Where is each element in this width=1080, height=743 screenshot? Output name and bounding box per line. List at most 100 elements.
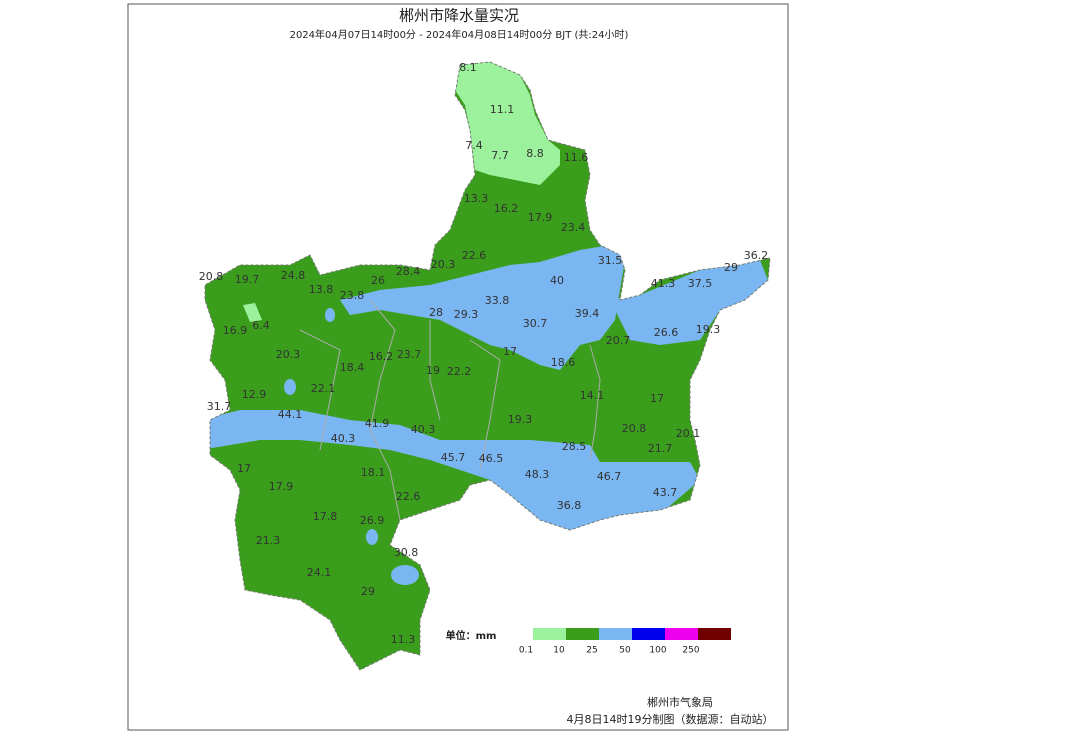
station-value: 6.4	[252, 319, 270, 332]
station-value: 16.9	[223, 324, 248, 337]
station-value: 14.1	[580, 389, 605, 402]
station-value: 22.2	[447, 365, 472, 378]
station-value: 11.1	[490, 103, 515, 116]
legend-swatch	[632, 628, 665, 640]
precip-map	[205, 62, 770, 670]
station-value: 48.3	[525, 468, 550, 481]
station-value: 18.6	[551, 356, 576, 369]
footer-note: 4月8日14时19分制图（数据源：自动站）	[567, 712, 774, 726]
station-value: 29	[724, 261, 738, 274]
legend-tick-label: 100	[649, 646, 666, 656]
station-value: 21.7	[648, 442, 673, 455]
legend-swatch	[698, 628, 731, 640]
station-value: 16.2	[494, 202, 519, 215]
station-value: 17	[650, 392, 664, 405]
station-value: 22.1	[311, 382, 336, 395]
station-value: 37.5	[688, 277, 713, 290]
station-value: 33.8	[485, 294, 510, 307]
legend-unit: 单位：mm	[446, 629, 497, 642]
station-value: 22.6	[396, 490, 421, 503]
station-value: 13.3	[464, 192, 489, 205]
station-value: 23.4	[561, 221, 586, 234]
station-value: 20.7	[606, 334, 631, 347]
station-value: 11.3	[391, 633, 416, 646]
station-value: 43.7	[653, 486, 678, 499]
station-value: 23.7	[397, 348, 422, 361]
station-value: 19.3	[508, 413, 533, 426]
station-value: 29.3	[454, 308, 479, 321]
blue-area	[340, 245, 625, 370]
station-value: 16.2	[369, 350, 394, 363]
station-value: 36.2	[744, 249, 769, 262]
legend-tick-label: 25	[586, 646, 597, 656]
station-value: 44.1	[278, 408, 303, 421]
station-value: 20.3	[276, 348, 301, 361]
station-value: 40.3	[411, 423, 436, 436]
station-value: 17	[237, 462, 251, 475]
station-value: 7.7	[491, 149, 509, 162]
station-value: 40.3	[331, 432, 356, 445]
station-value: 26.9	[360, 514, 385, 527]
station-value: 8.8	[526, 147, 544, 160]
station-value: 13.8	[309, 283, 334, 296]
legend-swatch	[533, 628, 566, 640]
legend-swatch	[566, 628, 599, 640]
station-value: 40	[550, 274, 564, 287]
station-value: 11.6	[564, 151, 589, 164]
station-value: 23.8	[340, 289, 365, 302]
station-value: 26.6	[654, 326, 679, 339]
station-value: 22.6	[462, 249, 487, 262]
blue-area	[366, 529, 378, 545]
station-value: 41.9	[365, 417, 390, 430]
county-outline	[204, 61, 771, 671]
station-value: 20.3	[431, 258, 456, 271]
station-value: 24.8	[281, 269, 306, 282]
blue-area	[610, 260, 768, 345]
blue-area	[325, 308, 335, 322]
station-value: 26	[371, 274, 385, 287]
station-value: 28.5	[562, 440, 587, 453]
station-value: 20.8	[199, 270, 224, 283]
legend: 0.1 10 25 50 100 250	[519, 628, 731, 656]
blue-area	[391, 565, 419, 585]
station-value: 31.7	[207, 400, 232, 413]
station-value: 29	[361, 585, 375, 598]
station-value: 36.8	[557, 499, 582, 512]
station-value: 12.9	[242, 388, 267, 401]
station-value: 18.1	[361, 466, 386, 479]
light-green-area	[243, 303, 262, 322]
station-value: 46.5	[479, 452, 504, 465]
station-value: 30.8	[394, 546, 419, 559]
legend-tick-label: 10	[553, 646, 565, 656]
station-value: 39.4	[575, 307, 600, 320]
station-value: 45.7	[441, 451, 466, 464]
station-value: 28	[429, 306, 443, 319]
blue-area	[205, 410, 700, 530]
legend-tick-label: 50	[619, 646, 631, 656]
station-value: 46.7	[597, 470, 622, 483]
station-value: 28.4	[396, 265, 421, 278]
station-value: 21.3	[256, 534, 281, 547]
station-value: 30.7	[523, 317, 548, 330]
station-value: 31.5	[598, 254, 623, 267]
footer-agency: 郴州市气象局	[647, 695, 713, 709]
station-labels: 8.1 11.1 7.4 7.7 8.8 11.6 13.3 16.2 17.9 23.4 22.6…	[199, 61, 769, 646]
blue-area	[284, 379, 296, 395]
station-value: 7.4	[465, 139, 483, 152]
district-borders	[299, 299, 601, 521]
frame	[127, 3, 789, 731]
station-value: 20.1	[676, 427, 701, 440]
station-value: 17.8	[313, 510, 338, 523]
legend-tick-label: 0.1	[519, 646, 533, 656]
station-value: 18.4	[340, 361, 365, 374]
light-green-area	[455, 62, 560, 185]
station-value: 19.3	[696, 323, 721, 336]
legend-swatch	[599, 628, 632, 640]
station-value: 17.9	[528, 211, 553, 224]
station-value: 19.7	[235, 273, 260, 286]
station-value: 41.3	[651, 277, 676, 290]
station-value: 20.8	[622, 422, 647, 435]
legend-tick-label: 250	[682, 646, 699, 656]
legend-swatch	[665, 628, 698, 640]
